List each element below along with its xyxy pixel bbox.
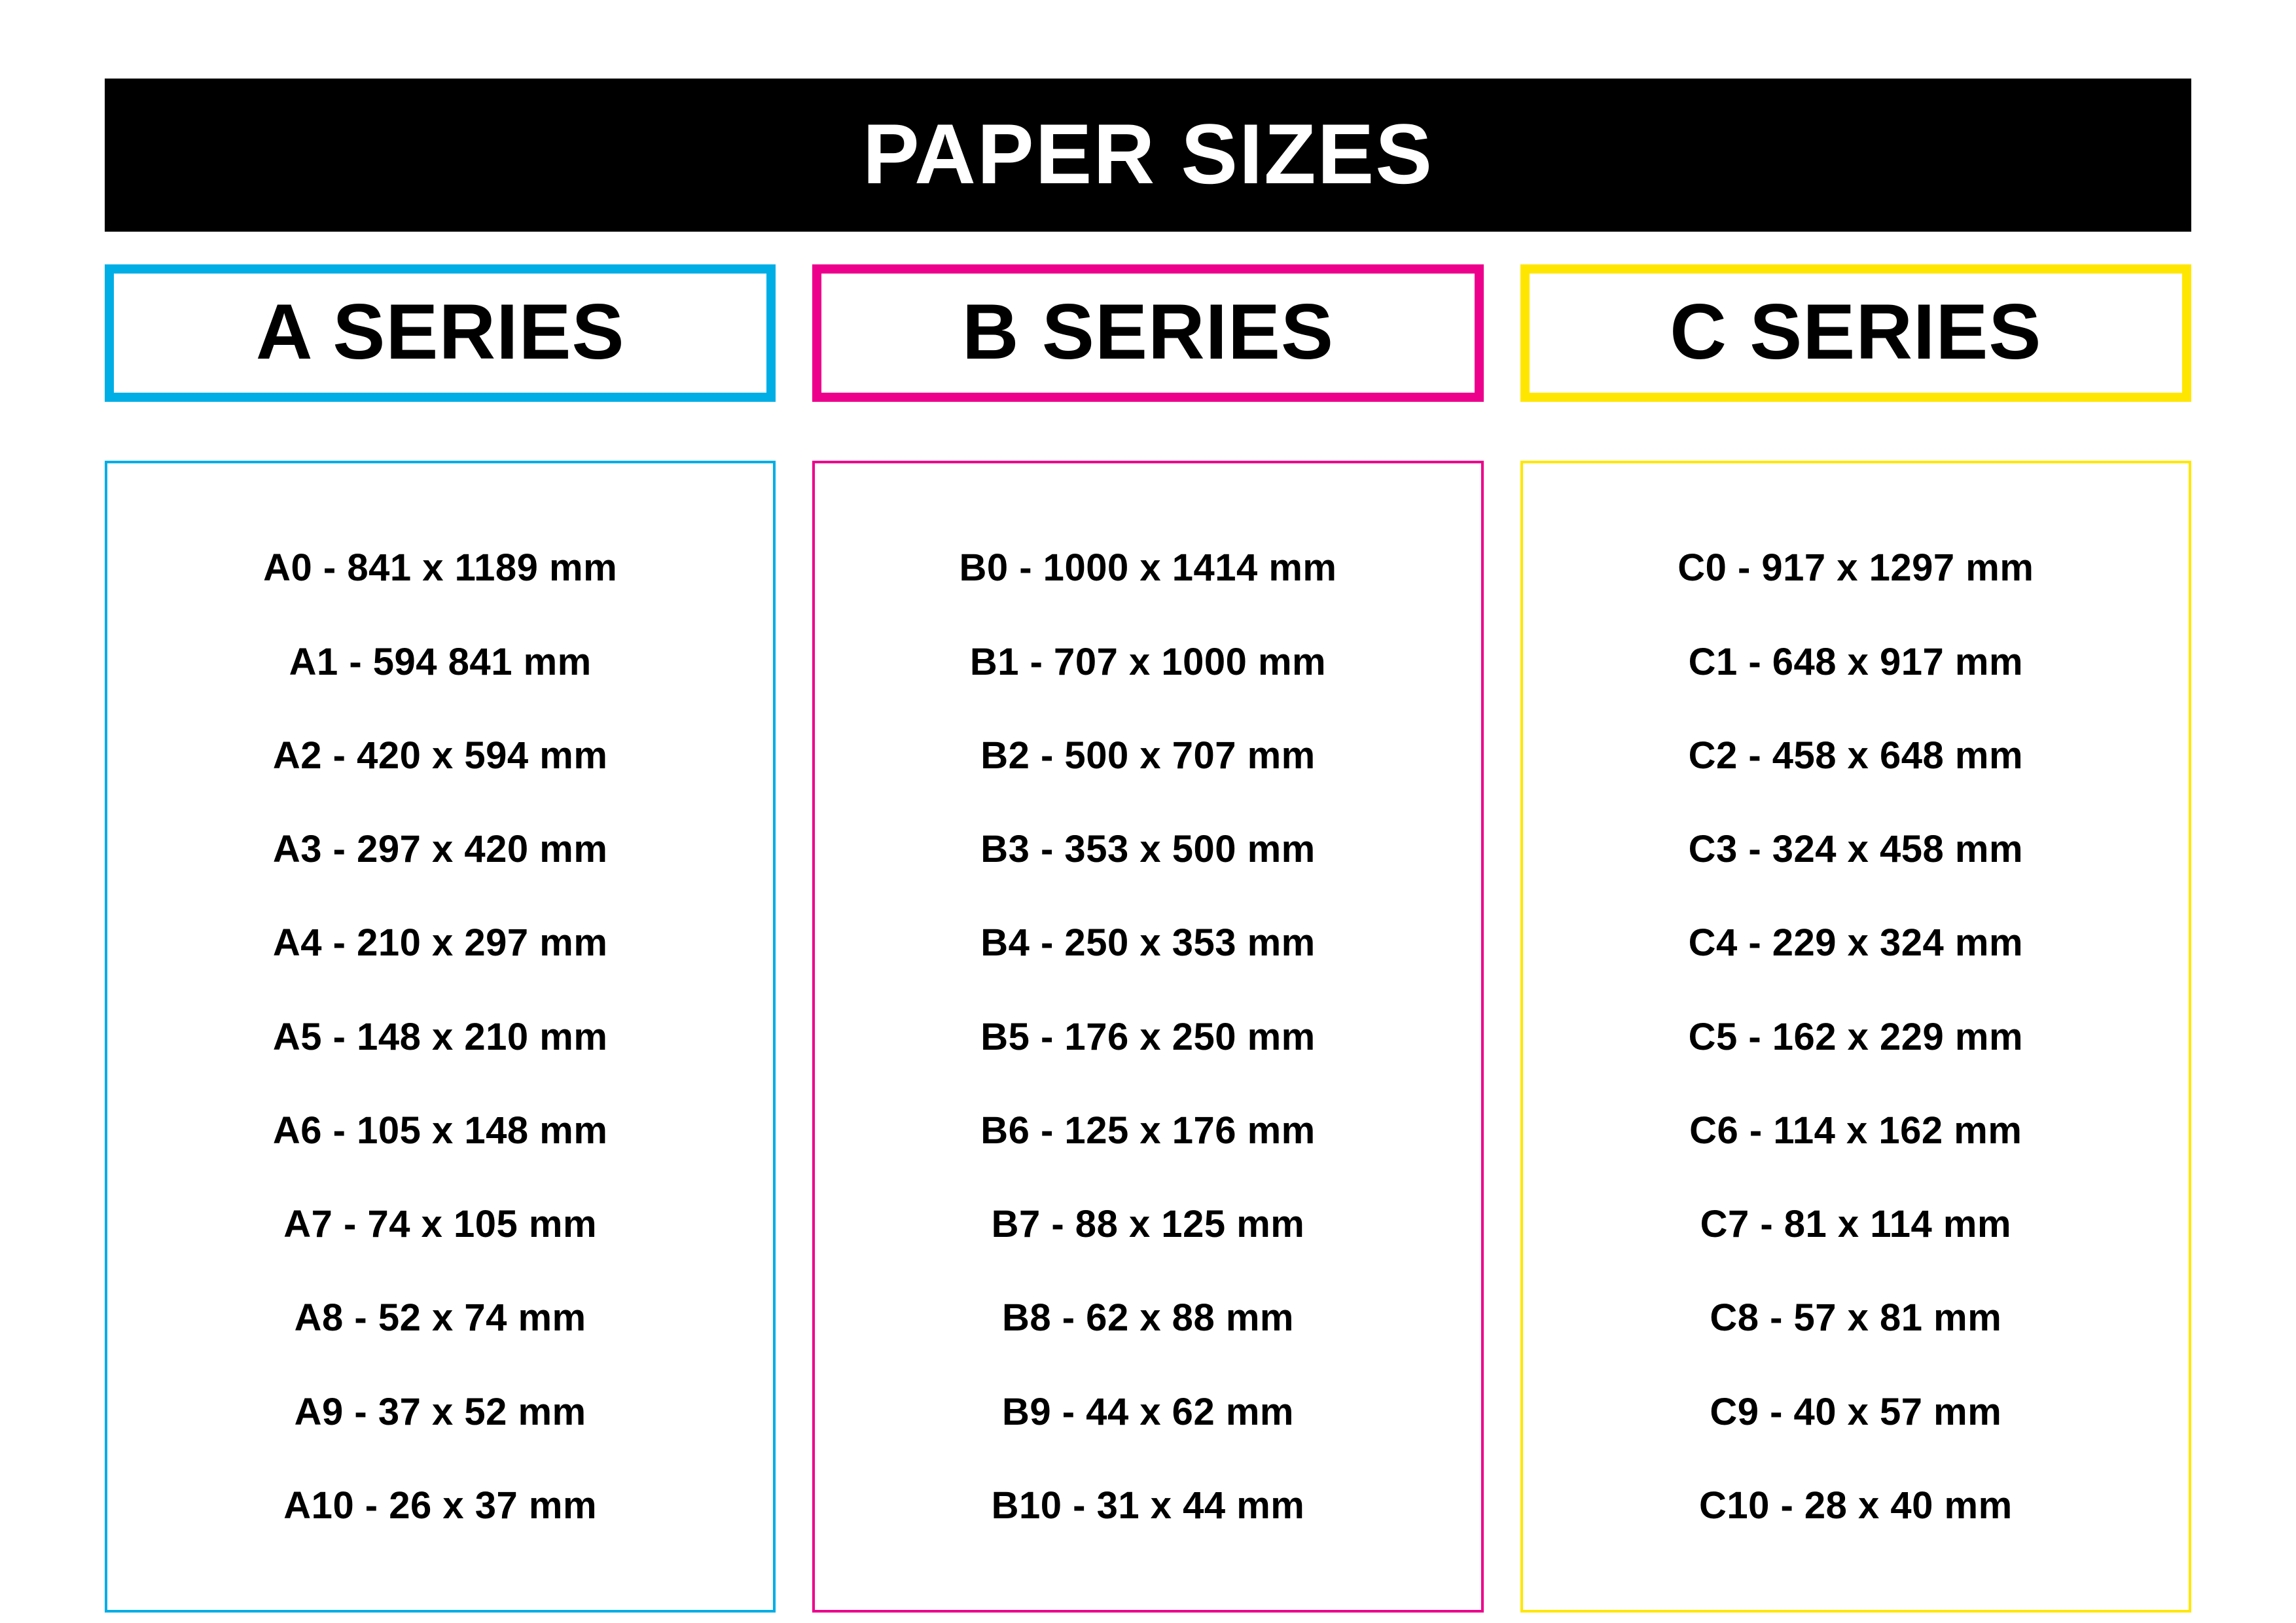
size-row: C0 - 917 x 1297 mm [1677, 546, 2034, 590]
size-row: C6 - 114 x 162 mm [1689, 1109, 2022, 1152]
series-header-a: A SERIES [105, 264, 776, 402]
size-row: A8 - 52 x 74 mm [295, 1296, 586, 1340]
series-columns: A SERIES A0 - 841 x 1189 mm A1 - 594 841 m… [105, 264, 2191, 1613]
size-row: B3 - 353 x 500 mm [980, 827, 1315, 871]
size-row: C7 - 81 x 114 mm [1700, 1202, 2012, 1246]
size-row: B1 - 707 x 1000 mm [970, 640, 1326, 684]
size-row: A4 - 210 x 297 mm [273, 921, 607, 965]
size-row: A10 - 26 x 37 mm [283, 1484, 597, 1527]
size-row: B0 - 1000 x 1414 mm [960, 546, 1337, 590]
size-row: A1 - 594 841 mm [289, 640, 592, 684]
size-row: C3 - 324 x 458 mm [1689, 827, 2023, 871]
series-list-a: A0 - 841 x 1189 mm A1 - 594 841 mm A2 - 42… [105, 461, 776, 1613]
size-row: A3 - 297 x 420 mm [273, 827, 607, 871]
size-row: A7 - 74 x 105 mm [283, 1202, 597, 1246]
series-column-c: C SERIES C0 - 917 x 1297 mm C1 - 648 x 917… [1520, 264, 2191, 1613]
size-row: B5 - 176 x 250 mm [980, 1015, 1315, 1059]
series-header-c: C SERIES [1520, 264, 2191, 402]
size-row: C9 - 40 x 57 mm [1710, 1390, 2001, 1434]
series-column-a: A SERIES A0 - 841 x 1189 mm A1 - 594 841 m… [105, 264, 776, 1613]
size-row: C4 - 229 x 324 mm [1689, 921, 2023, 965]
size-row: A2 - 420 x 594 mm [273, 734, 607, 777]
series-column-b: B SERIES B0 - 1000 x 1414 mm B1 - 707 x 10… [812, 264, 1483, 1613]
page: PAPER SIZES A SERIES A0 - 841 x 1189 mm A1… [0, 0, 2296, 1623]
size-row: B6 - 125 x 176 mm [980, 1109, 1315, 1152]
size-row: C2 - 458 x 648 mm [1689, 734, 2023, 777]
size-row: B10 - 31 x 44 mm [992, 1484, 1305, 1527]
size-row: A5 - 148 x 210 mm [273, 1015, 607, 1059]
size-row: C8 - 57 x 81 mm [1710, 1296, 2001, 1340]
size-row: C1 - 648 x 917 mm [1689, 640, 2023, 684]
size-row: B2 - 500 x 707 mm [980, 734, 1315, 777]
size-row: B9 - 44 x 62 mm [1002, 1390, 1294, 1434]
series-list-c: C0 - 917 x 1297 mm C1 - 648 x 917 mm C2 - … [1520, 461, 2191, 1613]
size-row: C10 - 28 x 40 mm [1699, 1484, 2013, 1527]
size-row: C5 - 162 x 229 mm [1689, 1015, 2023, 1059]
page-title: PAPER SIZES [105, 79, 2191, 232]
size-row: B4 - 250 x 353 mm [980, 921, 1315, 965]
size-row: A0 - 841 x 1189 mm [263, 546, 617, 590]
size-row: B8 - 62 x 88 mm [1002, 1296, 1294, 1340]
series-list-b: B0 - 1000 x 1414 mm B1 - 707 x 1000 mm B2 … [812, 461, 1483, 1613]
size-row: B7 - 88 x 125 mm [992, 1202, 1305, 1246]
size-row: A6 - 105 x 148 mm [273, 1109, 607, 1152]
size-row: A9 - 37 x 52 mm [295, 1390, 586, 1434]
series-header-b: B SERIES [812, 264, 1483, 402]
